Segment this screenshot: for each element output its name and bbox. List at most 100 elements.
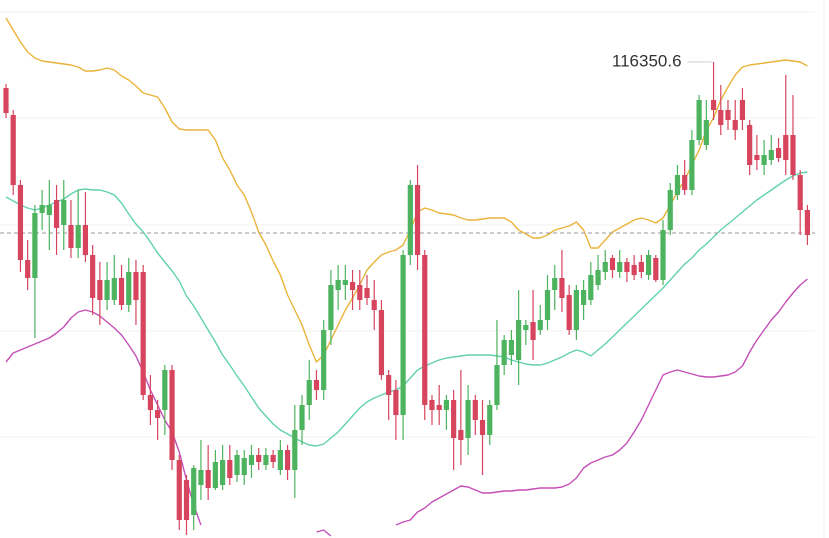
- candle-body: [581, 290, 587, 305]
- candle-body: [552, 278, 558, 290]
- candle-body: [75, 225, 81, 248]
- candle-body: [17, 185, 24, 260]
- candle-body: [371, 300, 377, 310]
- candle-body: [667, 190, 673, 230]
- candle-body: [436, 405, 442, 410]
- candle-body: [104, 280, 110, 300]
- candle-body: [328, 285, 334, 330]
- candle-body: [732, 120, 738, 130]
- candle-body: [349, 282, 356, 290]
- candle-body: [97, 280, 103, 300]
- candle-body: [25, 260, 31, 278]
- candle-body: [530, 322, 536, 340]
- candle-body: [537, 320, 543, 330]
- candle-body: [501, 340, 507, 365]
- candle-body: [638, 262, 644, 272]
- candle-body: [46, 205, 52, 215]
- candle-body: [234, 455, 240, 475]
- candle-body: [256, 455, 262, 462]
- candle-body: [162, 370, 168, 410]
- candle-body: [68, 225, 74, 248]
- candle-body: [191, 468, 197, 515]
- candle-body: [609, 258, 616, 270]
- candle-body: [342, 280, 348, 285]
- candle-body: [768, 150, 774, 160]
- candle-body: [660, 230, 666, 280]
- candle-body: [588, 275, 594, 300]
- candle-body: [241, 458, 247, 475]
- candle-body: [90, 255, 96, 298]
- candle-body: [335, 280, 341, 290]
- candle-body: [710, 100, 717, 110]
- candle-body: [653, 258, 659, 280]
- candle-body: [378, 310, 385, 375]
- candle-body: [645, 255, 652, 275]
- candle-body: [718, 110, 724, 125]
- band-line: [5, 278, 808, 537]
- band-line: [5, 171, 808, 447]
- candle-body: [169, 370, 175, 460]
- candle-body: [451, 400, 457, 438]
- candle-body: [313, 380, 320, 390]
- candle-body: [386, 375, 392, 395]
- candle-body: [133, 272, 139, 300]
- candle-body: [674, 175, 681, 195]
- candle-body: [804, 210, 811, 235]
- candle-body: [198, 470, 204, 485]
- candle-body: [10, 115, 16, 185]
- candle-body: [443, 400, 450, 410]
- candle-body: [227, 460, 233, 478]
- candle-body: [53, 200, 60, 228]
- candle-body: [277, 450, 283, 470]
- candle-body: [747, 125, 753, 165]
- candle-body: [739, 100, 746, 120]
- candle-body: [790, 135, 796, 175]
- candle-body: [797, 175, 803, 210]
- candle-body: [624, 262, 630, 272]
- candle-body: [407, 185, 413, 255]
- candle-body: [61, 200, 67, 225]
- candle-body: [248, 455, 255, 465]
- candle-body: [429, 400, 435, 410]
- candle-body: [292, 430, 298, 470]
- candle-body: [321, 330, 327, 390]
- candle-body: [400, 255, 406, 415]
- candle-body: [566, 295, 572, 330]
- candle-body: [82, 225, 89, 255]
- candle-body: [458, 430, 464, 440]
- candle-body: [212, 462, 218, 488]
- candle-body: [364, 288, 370, 298]
- candle-body: [147, 395, 153, 410]
- candle-body: [508, 340, 514, 355]
- candle-body: [472, 400, 478, 420]
- candle-body: [754, 155, 760, 160]
- candle-body: [155, 410, 161, 418]
- candle-body: [696, 100, 702, 140]
- candle-body: [39, 205, 45, 213]
- candle-body: [494, 365, 500, 405]
- candle-body: [126, 272, 132, 305]
- candle-body: [140, 272, 146, 395]
- candle-body: [306, 380, 312, 405]
- candle-body: [299, 405, 305, 430]
- candle-body: [3, 88, 9, 113]
- candle-body: [263, 455, 269, 465]
- candle-body: [523, 325, 529, 330]
- candle-body: [682, 175, 688, 190]
- candle-body: [761, 155, 767, 165]
- candle-body: [357, 285, 363, 300]
- candle-body: [595, 270, 601, 285]
- high-label: 116350.6: [612, 51, 682, 70]
- candle-body: [544, 290, 551, 320]
- candle-body: [573, 290, 579, 330]
- candle-body: [516, 320, 522, 360]
- candle-body: [775, 148, 782, 158]
- candle-body: [559, 278, 565, 298]
- candle-body: [479, 420, 486, 435]
- candle-body: [783, 135, 789, 160]
- candle-body: [111, 278, 117, 300]
- candle-body: [422, 255, 428, 405]
- candle-body: [725, 110, 731, 120]
